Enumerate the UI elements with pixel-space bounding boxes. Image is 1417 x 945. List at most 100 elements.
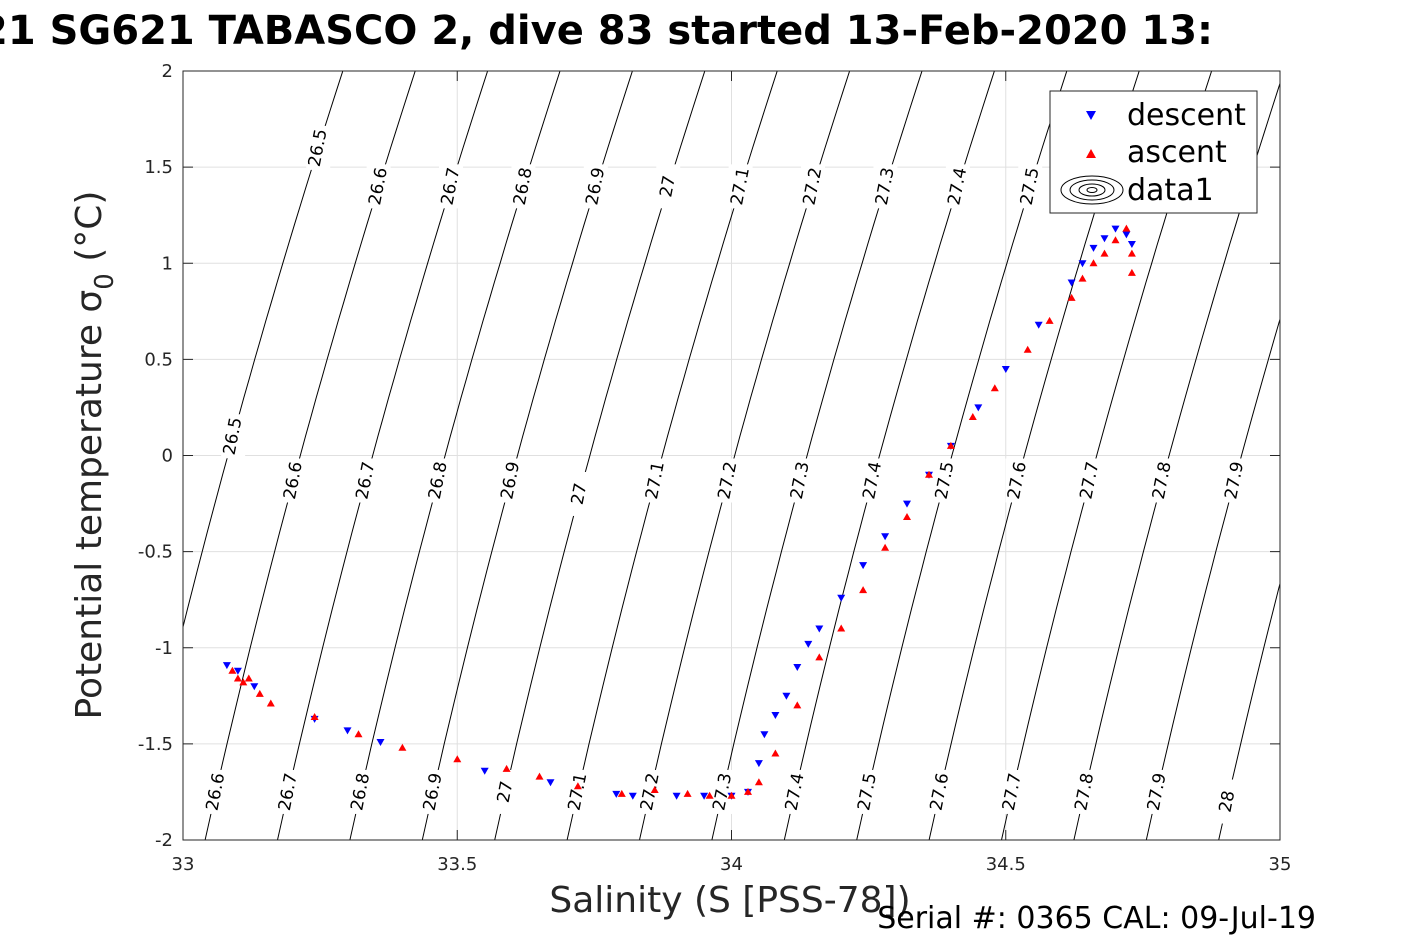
- descent-point: [1089, 244, 1098, 252]
- x-tick-label: 34.5: [986, 854, 1026, 875]
- x-tick-label: 34: [720, 854, 743, 875]
- isopycnal-label-bg: [567, 471, 592, 516]
- y-tick-label: 2: [162, 61, 173, 82]
- ascent-point: [1100, 249, 1109, 257]
- isopycnal-label-bg: [1005, 458, 1030, 503]
- ascent-point: [793, 701, 802, 709]
- ascent-point: [398, 743, 407, 751]
- descent-point: [804, 640, 813, 648]
- isopycnal-line: [1218, 581, 1280, 840]
- ascent-point: [239, 678, 248, 686]
- ascent-point: [502, 764, 511, 772]
- descent-point: [1127, 241, 1136, 248]
- isopycnal-label-bg: [710, 769, 735, 814]
- descent-point: [546, 779, 555, 787]
- isopycnal-label-bg: [1222, 458, 1247, 503]
- ascent-point: [617, 789, 626, 797]
- ascent-point: [683, 789, 692, 797]
- descent-point: [974, 404, 983, 412]
- isopycnal-label-bg: [348, 769, 373, 814]
- ascent-point: [1122, 224, 1131, 232]
- ascent-point: [837, 624, 846, 632]
- descent-point: [628, 792, 637, 800]
- x-tick-label: 35: [1269, 854, 1292, 875]
- ascent-point: [990, 384, 999, 392]
- descent-point: [250, 683, 259, 691]
- ascent-point: [727, 791, 736, 799]
- ascent-point: [946, 441, 955, 449]
- descent-point: [903, 500, 911, 508]
- isopycnal-label: 27: [568, 481, 592, 506]
- isopycnal-label-bg: [439, 164, 464, 209]
- isopycnal-label-bg: [498, 458, 523, 503]
- isopycnal-label: 28: [1216, 789, 1240, 814]
- isopycnal-label-bg: [493, 769, 518, 814]
- y-axis-label-unit: (°C): [69, 191, 110, 274]
- y-tick-label: -1: [155, 638, 173, 659]
- isopycnal-label-bg: [366, 164, 391, 209]
- descent-point: [672, 792, 681, 800]
- isopycnal-label-bg: [421, 769, 446, 814]
- x-tick-label: 33: [172, 854, 195, 875]
- isopycnal-line: [1291, 71, 1417, 840]
- isopycnal-label-bg: [1077, 458, 1102, 503]
- isopycnal-label-bg: [281, 458, 306, 503]
- descent-point: [1122, 231, 1131, 239]
- ascent-point: [744, 787, 752, 795]
- legend-ascent-label: ascent: [1127, 135, 1227, 170]
- isopycnal-label-bg: [638, 769, 663, 814]
- isopycnal-label-bg: [1150, 458, 1175, 503]
- legend-ascent-marker: [1086, 149, 1096, 158]
- ascent-point: [453, 755, 462, 763]
- y-axis-label-subscript: 0: [90, 273, 120, 290]
- descent-point: [754, 760, 763, 768]
- ascent-point: [535, 772, 544, 780]
- descent-point: [1067, 279, 1076, 287]
- x-tick-label: 33.5: [437, 854, 477, 875]
- ascent-point: [1127, 249, 1136, 257]
- ascent-point: [233, 674, 242, 682]
- ascent-point: [650, 786, 659, 793]
- ascent-point: [859, 586, 868, 594]
- descent-point: [760, 731, 769, 739]
- isopycnal-label-bg: [1000, 769, 1025, 814]
- ascent-point: [754, 778, 763, 786]
- descent-point: [771, 712, 780, 719]
- isopycnal-label-bg: [426, 458, 451, 503]
- ascent-point: [815, 653, 824, 661]
- descent-point: [782, 692, 791, 700]
- descent-point: [859, 562, 868, 570]
- isopycnal-labels: 26.526.6 26.7 26.8 26.9 27 27.1 27.2 27.3 27.4 27…: [203, 125, 1248, 824]
- isopycnal-label-bg: [873, 164, 898, 209]
- y-tick-label: -0.5: [138, 542, 173, 563]
- isopycnal-label: 27: [656, 174, 680, 199]
- legend-contour-icon: [1060, 175, 1124, 205]
- ascent-point: [903, 513, 911, 520]
- descent-point: [815, 625, 824, 633]
- descent-point: [233, 667, 242, 675]
- isopycnal-label-bg: [203, 769, 228, 814]
- isopycnal-label-bg: [783, 769, 808, 814]
- descent-point: [222, 662, 231, 670]
- isopycnal-label-bg: [1018, 164, 1043, 209]
- isopycnal-label-bg: [788, 458, 813, 503]
- ascent-point: [1078, 274, 1087, 282]
- chart-title: 21 SG621 TABASCO 2, dive 83 started 13-F…: [0, 8, 1214, 54]
- legend-descent-label: descent: [1127, 98, 1246, 133]
- ascent-point: [881, 543, 890, 551]
- axes: 33 33.5 34 34.5 35 -2 -1.5 -1 -0.5 0 0.5 1 1.5 2: [138, 61, 1292, 875]
- y-tick-label: 0.5: [144, 349, 173, 370]
- x-axis-label: Salinity (S [PSS-78]): [549, 880, 910, 921]
- descent-point: [1078, 260, 1087, 268]
- ascent-point: [1045, 316, 1054, 324]
- isopycnal-line: [1145, 317, 1280, 840]
- isopycnal-label-bg: [855, 769, 880, 814]
- descent-point: [612, 790, 621, 798]
- isopycnal-label-bg: [656, 164, 681, 209]
- isopycnal-label-bg: [860, 458, 885, 503]
- isopycnal-label-bg: [933, 458, 958, 503]
- isopycnal-label: 27: [494, 779, 518, 804]
- ascent-point: [310, 713, 319, 720]
- descent-point: [881, 533, 890, 541]
